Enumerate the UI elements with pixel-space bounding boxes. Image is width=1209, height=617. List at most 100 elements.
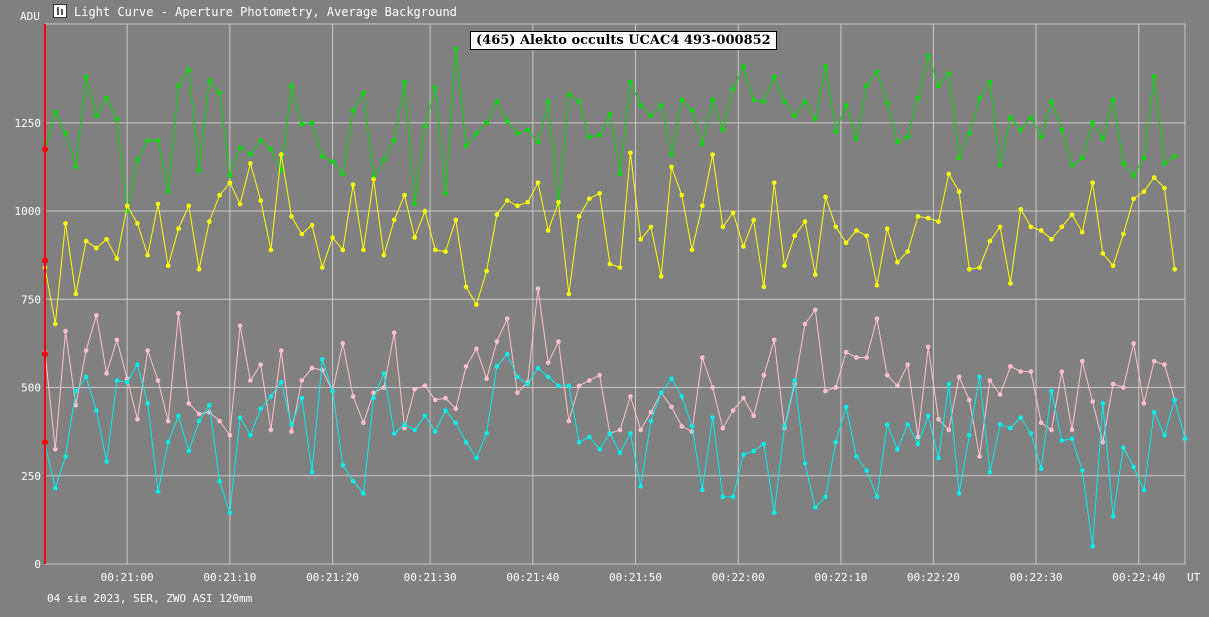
data-point — [299, 395, 305, 401]
data-point — [813, 505, 818, 510]
data-point — [967, 131, 972, 136]
data-point — [227, 510, 233, 516]
data-point — [453, 406, 459, 412]
data-point — [1110, 381, 1116, 387]
data-point — [915, 441, 921, 447]
data-point — [628, 394, 633, 399]
window-header: Light Curve - Aperture Photometry, Avera… — [0, 0, 1209, 24]
series-cyan — [42, 351, 1188, 549]
data-point — [905, 249, 910, 254]
data-point — [186, 448, 192, 454]
data-point — [535, 180, 541, 186]
data-point — [443, 249, 448, 254]
data-point — [145, 401, 150, 406]
data-point — [874, 282, 880, 288]
data-point — [843, 102, 849, 108]
data-point — [1018, 415, 1023, 420]
data-point — [854, 355, 859, 360]
data-point — [155, 201, 161, 207]
data-point — [997, 422, 1003, 427]
data-point — [289, 422, 294, 427]
data-point — [884, 422, 890, 427]
y-tick-label: 500 — [21, 382, 41, 395]
data-point — [165, 439, 171, 445]
data-point — [165, 263, 171, 269]
data-point — [83, 74, 89, 80]
data-point — [412, 427, 418, 433]
data-point — [977, 265, 982, 270]
data-point — [741, 64, 746, 69]
data-point — [268, 247, 274, 253]
y-tick-label: 1250 — [15, 117, 42, 130]
data-point — [566, 383, 572, 389]
data-point — [1141, 155, 1147, 161]
x-tick-label: 00:22:40 — [1112, 571, 1165, 584]
data-point — [864, 83, 869, 89]
data-point — [484, 268, 489, 274]
data-point — [1151, 409, 1157, 415]
data-point — [361, 491, 366, 496]
data-point — [145, 252, 150, 258]
data-point — [967, 397, 972, 403]
data-point — [617, 265, 623, 270]
data-point — [1141, 487, 1147, 493]
data-point — [1100, 401, 1106, 406]
data-point — [1080, 229, 1085, 235]
data-point — [638, 427, 643, 433]
data-point — [340, 247, 346, 253]
data-point — [884, 372, 890, 378]
data-point — [905, 422, 910, 427]
data-point — [361, 90, 366, 96]
data-point — [915, 434, 921, 440]
data-point — [391, 330, 397, 336]
data-point — [864, 233, 869, 239]
data-point — [453, 46, 459, 51]
data-point — [443, 191, 448, 196]
data-point — [658, 390, 664, 396]
data-point — [155, 489, 161, 494]
data-point — [124, 203, 130, 209]
data-point — [607, 261, 613, 267]
data-point — [792, 113, 797, 119]
data-point — [823, 194, 828, 200]
data-point — [248, 432, 253, 438]
data-point — [1018, 369, 1023, 374]
data-point — [617, 450, 623, 456]
data-point — [104, 95, 109, 101]
data-point — [433, 85, 438, 90]
series-line-cyan — [44, 353, 1186, 547]
data-point — [669, 404, 674, 410]
data-point — [802, 461, 808, 466]
data-point — [1121, 231, 1126, 237]
data-point — [720, 224, 726, 230]
data-point — [248, 152, 253, 157]
series-line-yellow — [44, 152, 1176, 325]
data-point — [463, 439, 469, 445]
data-point — [350, 182, 356, 187]
data-point — [391, 138, 397, 143]
data-point — [936, 219, 941, 224]
data-point — [607, 111, 613, 117]
data-point — [730, 494, 736, 500]
data-point — [289, 83, 294, 89]
data-point — [186, 67, 192, 73]
data-point — [1038, 134, 1044, 140]
data-point — [997, 224, 1003, 230]
data-point — [145, 138, 150, 143]
data-point — [1028, 369, 1034, 374]
axis-marker — [42, 146, 48, 153]
data-point — [474, 302, 479, 307]
data-point — [258, 362, 264, 367]
data-point — [63, 454, 68, 459]
data-point — [977, 95, 982, 101]
data-point — [453, 217, 459, 223]
data-point — [576, 439, 582, 445]
data-point — [956, 374, 962, 380]
data-point — [895, 139, 900, 145]
data-point — [648, 409, 654, 415]
footer-info: 04 sie 2023, SER, ZWO ASI 120mm — [47, 592, 253, 605]
data-point — [823, 494, 828, 500]
data-point — [463, 284, 469, 290]
data-point — [1069, 212, 1075, 217]
data-point — [689, 247, 695, 253]
